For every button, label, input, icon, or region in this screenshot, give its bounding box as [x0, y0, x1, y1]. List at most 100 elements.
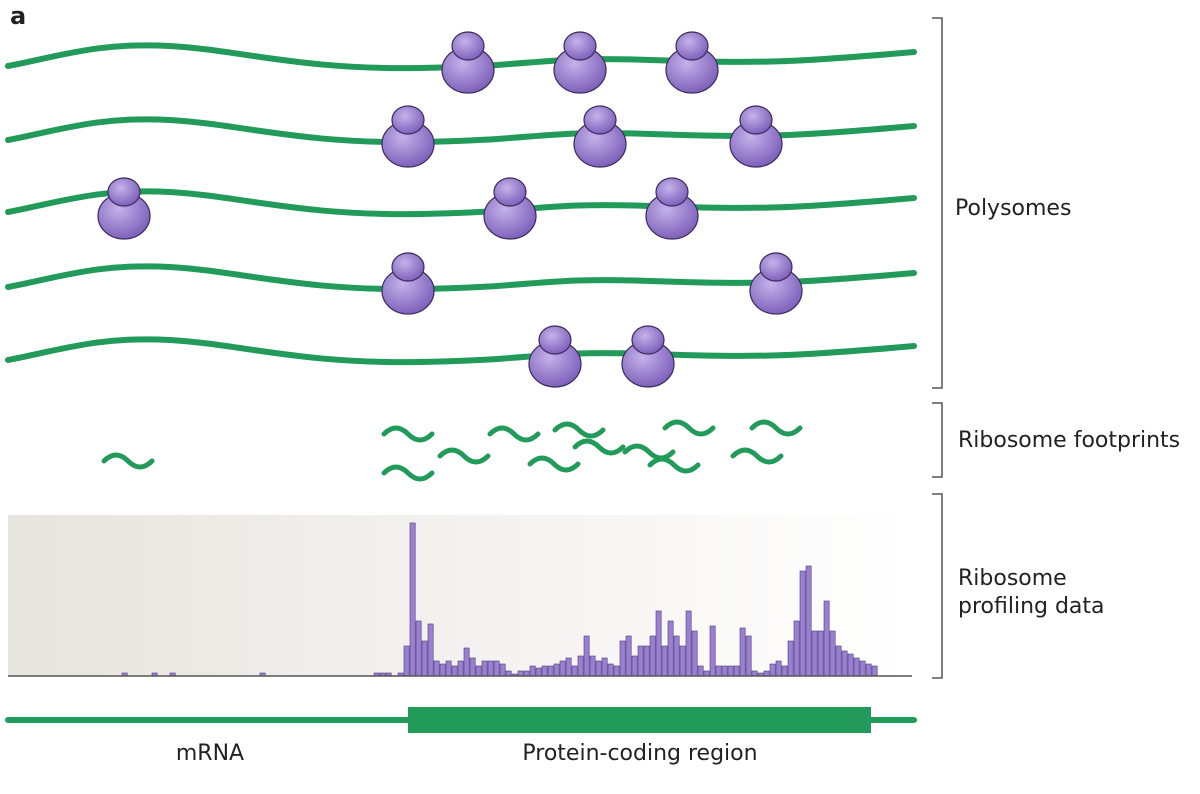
bar	[739, 627, 746, 677]
ribosome	[573, 105, 627, 168]
bar	[619, 640, 626, 677]
bar	[403, 645, 410, 677]
bar	[451, 665, 458, 677]
bar	[421, 640, 428, 677]
bar	[565, 657, 572, 677]
ribosome	[729, 105, 783, 168]
bar	[811, 630, 818, 677]
bar	[691, 630, 698, 677]
panel-label: a	[10, 2, 26, 30]
ribosome	[665, 31, 719, 94]
bar	[445, 660, 452, 677]
bar	[499, 663, 506, 677]
ribosome	[441, 31, 495, 94]
mrna-strand	[5, 42, 917, 72]
bar	[649, 635, 656, 677]
ribosome	[381, 252, 435, 315]
bar	[793, 620, 800, 677]
label: Protein-coding region	[522, 741, 757, 766]
bar	[487, 660, 494, 677]
profile-bars	[121, 522, 878, 677]
bar	[871, 665, 878, 677]
bar	[559, 660, 566, 677]
bar	[853, 657, 860, 677]
bar	[655, 610, 662, 677]
bar	[433, 660, 440, 677]
bar	[859, 660, 866, 677]
bar	[727, 665, 734, 677]
bar	[697, 665, 704, 677]
bar	[427, 623, 434, 677]
bar	[493, 660, 500, 677]
bar	[787, 640, 794, 677]
bar	[781, 665, 788, 677]
bar	[625, 635, 632, 677]
bar	[409, 522, 416, 677]
bar	[769, 663, 776, 677]
ribosome	[483, 177, 537, 240]
ribosome	[97, 177, 151, 240]
footprints	[104, 422, 800, 479]
bar	[541, 665, 548, 677]
coding-region	[408, 707, 871, 733]
bar	[469, 657, 476, 677]
bar	[823, 600, 830, 677]
bar	[841, 650, 848, 677]
profile-background	[8, 515, 910, 676]
bar	[835, 645, 842, 677]
bar	[661, 645, 668, 677]
bar	[589, 655, 596, 677]
bar	[457, 660, 464, 677]
bar	[673, 635, 680, 677]
bar	[583, 635, 590, 677]
bar	[685, 610, 692, 677]
bar	[643, 645, 650, 677]
label: Ribosome footprints	[958, 428, 1180, 453]
ribosome	[528, 325, 582, 388]
bar	[865, 663, 872, 677]
bar	[547, 665, 554, 677]
bar	[481, 660, 488, 677]
bar	[595, 660, 602, 677]
bar	[679, 645, 686, 677]
bar	[829, 630, 836, 677]
bar	[571, 665, 578, 677]
bracket	[932, 493, 943, 679]
bar	[733, 665, 740, 677]
polysomes	[5, 31, 917, 388]
bar	[529, 665, 536, 677]
bar	[577, 655, 584, 677]
bar	[439, 663, 446, 677]
bar	[847, 653, 854, 677]
bar	[607, 663, 614, 677]
bar	[463, 647, 470, 677]
bar	[721, 665, 728, 677]
bar	[817, 630, 824, 677]
bar	[667, 620, 674, 677]
label: mRNA	[176, 741, 244, 766]
bar	[715, 665, 722, 677]
bar	[535, 667, 542, 677]
bar	[631, 655, 638, 677]
bar	[709, 625, 716, 677]
bar	[601, 657, 608, 677]
bar	[775, 660, 782, 677]
bar	[637, 645, 644, 677]
bar	[799, 570, 806, 677]
ribosome	[749, 252, 803, 315]
bar	[805, 565, 812, 677]
ribosome	[553, 31, 607, 94]
mrna-strand	[5, 336, 917, 366]
bracket	[932, 402, 943, 478]
ribosome	[645, 177, 699, 240]
bar	[553, 663, 560, 677]
label: Polysomes	[955, 196, 1071, 221]
ribosome	[621, 325, 675, 388]
bar	[613, 665, 620, 677]
bar	[415, 620, 422, 677]
label: profiling data	[958, 594, 1105, 619]
ribosome	[381, 105, 435, 168]
label: Ribosome	[958, 566, 1067, 591]
